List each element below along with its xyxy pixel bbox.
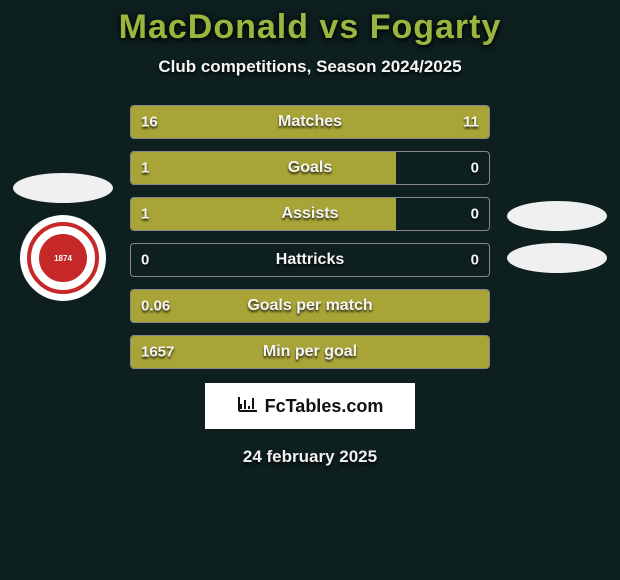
stat-value-left: 1 — [141, 206, 149, 223]
chart-icon — [237, 395, 259, 418]
player-left-placeholder — [13, 173, 113, 203]
stat-bars: 16 11 Matches 1 0 Goals 1 0 Assists 0 0 Hattricks 0.… — [130, 105, 490, 369]
stat-bar: 16 11 Matches — [130, 105, 490, 139]
stat-value-right: 11 — [463, 114, 479, 131]
stat-bar: 0.06 Goals per match — [130, 289, 490, 323]
stat-label: Goals — [288, 159, 332, 177]
stat-label: Matches — [278, 113, 342, 131]
stat-bar: 1 0 Assists — [130, 197, 490, 231]
stat-value-left: 16 — [141, 114, 158, 131]
stat-bar: 1 0 Goals — [130, 151, 490, 185]
subtitle: Club competitions, Season 2024/2025 — [158, 57, 461, 77]
bar-fill-left — [131, 152, 396, 184]
stat-label: Hattricks — [276, 251, 344, 269]
stat-value-right: 0 — [471, 160, 479, 177]
player-right-placeholder — [507, 201, 607, 231]
date: 24 february 2025 — [243, 447, 377, 467]
source-logo-text: FcTables.com — [265, 396, 384, 417]
stat-bar: 1657 Min per goal — [130, 335, 490, 369]
club-badge-year: 1874 — [41, 236, 85, 280]
left-column: 1874 — [8, 173, 118, 301]
club-badge-left: 1874 — [20, 215, 106, 301]
stat-value-right: 0 — [471, 206, 479, 223]
stat-value-left: 1657 — [141, 344, 174, 361]
stat-label: Min per goal — [263, 343, 357, 361]
stats-row: 1874 16 11 Matches 1 0 Goals 1 0 Assists 0 0 Hattri… — [0, 105, 620, 369]
club-right-placeholder — [507, 243, 607, 273]
source-logo: FcTables.com — [205, 383, 415, 429]
stat-bar: 0 0 Hattricks — [130, 243, 490, 277]
page-title: MacDonald vs Fogarty — [119, 8, 502, 47]
stat-label: Assists — [282, 205, 339, 223]
stat-value-left: 1 — [141, 160, 149, 177]
stat-label: Goals per match — [247, 297, 372, 315]
stat-value-left: 0 — [141, 252, 149, 269]
stat-value-right: 0 — [471, 252, 479, 269]
right-column — [502, 201, 612, 273]
comparison-card: MacDonald vs Fogarty Club competitions, … — [0, 0, 620, 467]
bar-fill-left — [131, 198, 396, 230]
stat-value-left: 0.06 — [141, 298, 170, 315]
